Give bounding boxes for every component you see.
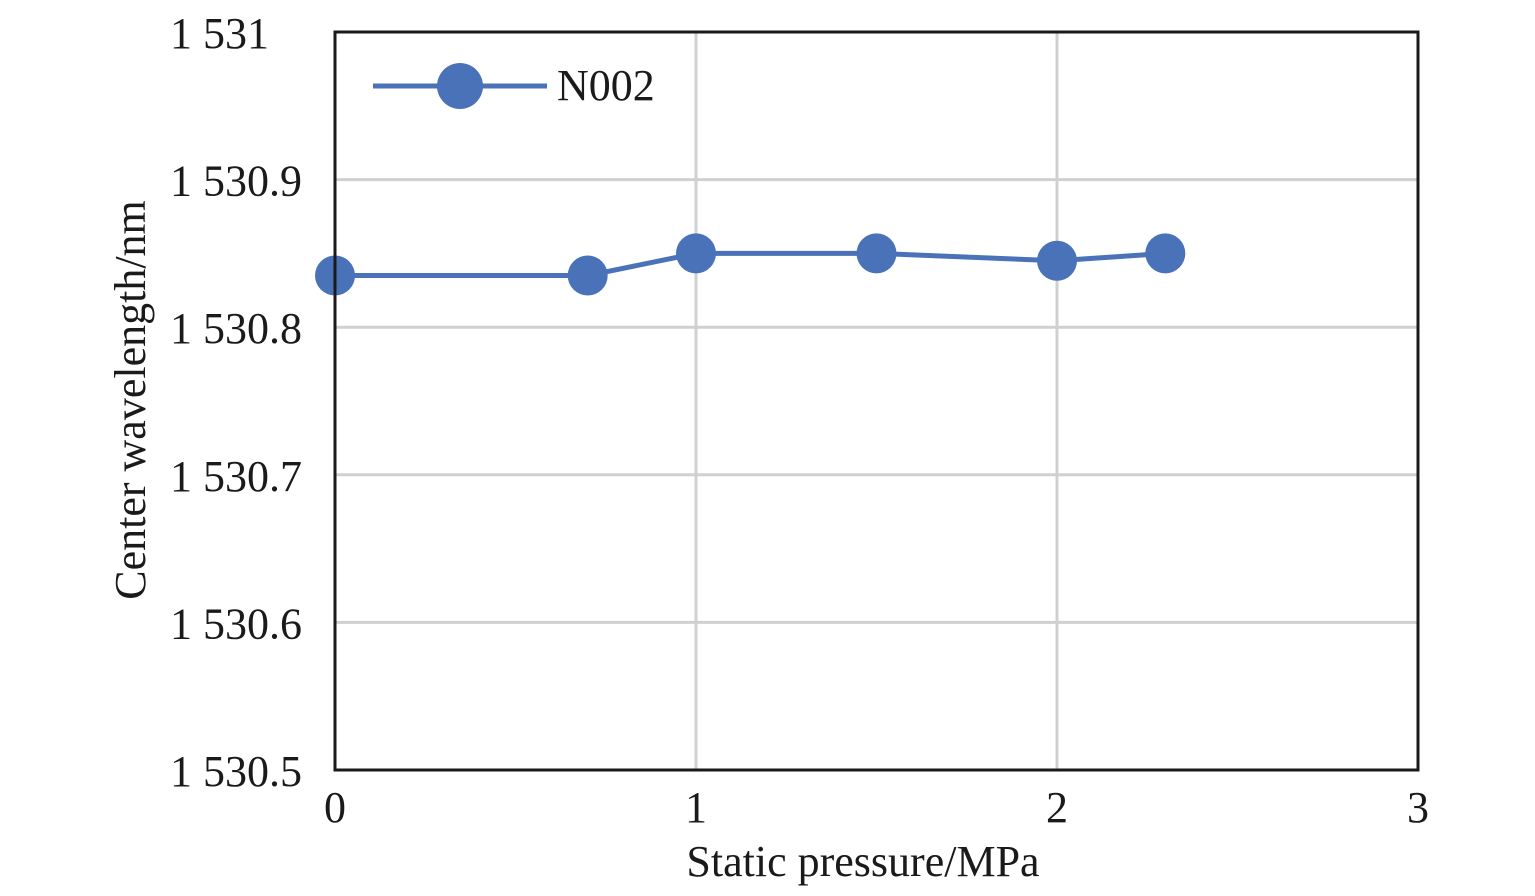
plot-frame	[333, 30, 1420, 772]
series-layer	[315, 233, 1186, 296]
y-tick-label: 1 531	[170, 9, 269, 58]
x-axis-title: Static pressure/MPa	[686, 837, 1039, 886]
legend-marker-sample	[437, 63, 483, 109]
x-tick-label: 1	[685, 783, 707, 832]
x-tick-label: 3	[1407, 783, 1429, 832]
x-tick-label: 2	[1046, 783, 1068, 832]
x-axis-ticks: 0 1 2 3	[324, 783, 1429, 832]
grid-lines	[335, 32, 1418, 770]
data-point	[856, 233, 897, 274]
y-tick-label: 1 530.7	[170, 452, 302, 501]
data-point	[1037, 240, 1077, 281]
x-tick-label: 0	[324, 783, 346, 832]
y-tick-label: 1 530.8	[170, 304, 302, 353]
data-point	[1145, 233, 1186, 274]
legend-label-n002: N002	[557, 61, 655, 110]
y-tick-label: 1 530.6	[170, 599, 302, 648]
y-tick-label: 1 530.5	[170, 747, 302, 796]
data-point	[676, 233, 716, 274]
data-point	[567, 255, 608, 296]
y-axis-ticks: 1 530.5 1 530.6 1 530.7 1 530.8 1 530.9 1 531	[170, 9, 302, 796]
y-tick-label: 1 530.9	[170, 157, 302, 206]
legend: N002	[373, 61, 655, 110]
y-axis-title: Center wavelength/nm	[106, 200, 155, 600]
